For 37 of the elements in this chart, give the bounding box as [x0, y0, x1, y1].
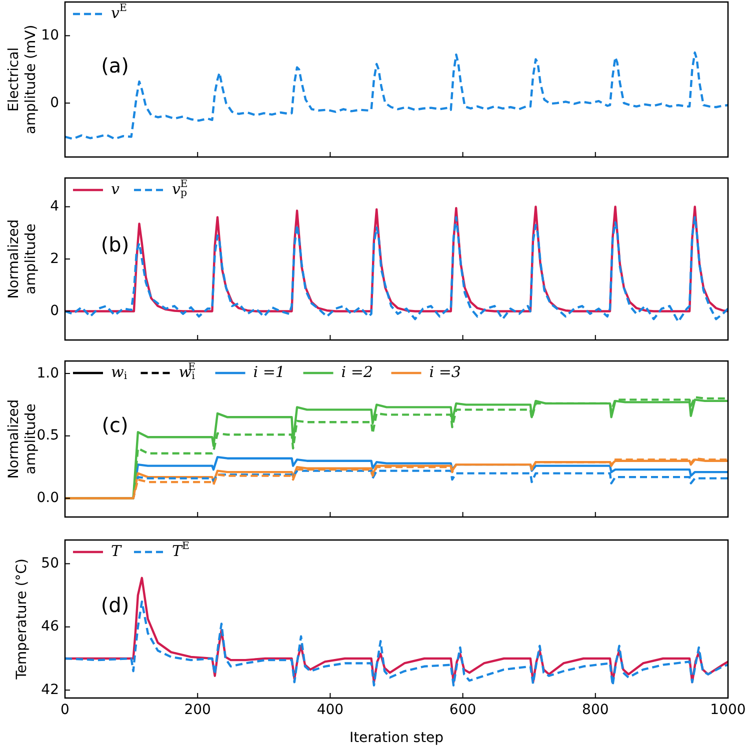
y-tick-label: 42: [41, 682, 59, 698]
legend-label: v$^{E}$: [111, 2, 127, 22]
y-axis-title: Normalized amplitude: [6, 219, 39, 299]
x-tick-label: 0: [60, 702, 70, 718]
annotation: (c): [102, 412, 128, 437]
legend-label: T$^{E}$: [172, 540, 190, 560]
legend-label: w$_{i}$: [111, 362, 128, 382]
x-tick-label: 800: [582, 702, 609, 718]
annotation: (d): [100, 592, 130, 617]
y-tick-label: 0.0: [36, 490, 59, 506]
line-series: [65, 216, 728, 323]
x-tick-label: 1000: [710, 702, 746, 718]
x-tick-label: 600: [449, 702, 476, 718]
y-axis-title: Temperature (°C): [14, 558, 30, 680]
y-tick-label: 10: [41, 28, 59, 44]
y-tick-label: 50: [41, 556, 59, 572]
x-tick-label: 200: [184, 702, 211, 718]
legend-label: i =3: [429, 362, 461, 381]
y-tick-label: 0.5: [36, 428, 59, 444]
y-axis-title: Electrical amplitude (mV): [6, 24, 39, 134]
x-tick-label: 400: [316, 702, 344, 718]
line-series: [65, 206, 728, 312]
y-tick-label: 0: [50, 94, 59, 111]
annotation: (a): [101, 54, 129, 78]
legend-label: i =2: [341, 362, 373, 381]
x-axis-title: Iteration step: [349, 730, 444, 746]
y-tick-label: 1.0: [36, 365, 59, 382]
y-tick-label: 2: [50, 250, 59, 267]
y-tick-label: 46: [41, 618, 60, 635]
legend-label: i =1: [253, 362, 285, 381]
y-tick-label: 4: [50, 198, 60, 215]
annotation: (b): [100, 232, 130, 257]
y-axis-title: Normalized amplitude: [6, 399, 39, 479]
legend-label: v: [111, 180, 120, 198]
legend-label: T: [111, 542, 122, 560]
y-tick-label: 0: [50, 303, 59, 320]
line-series: [65, 51, 728, 140]
